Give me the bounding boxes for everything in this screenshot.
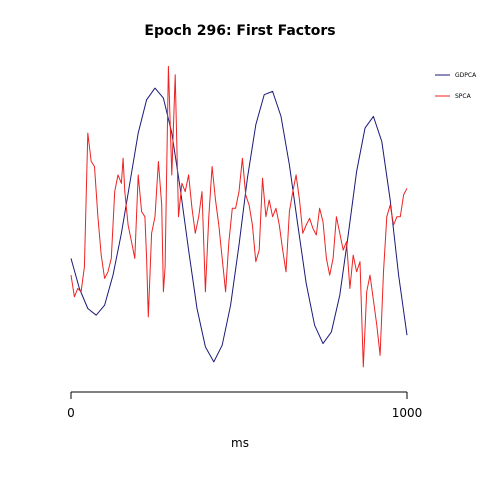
x-tick-label-0: 0 bbox=[67, 406, 75, 420]
legend-label-spca: SPCA bbox=[455, 93, 472, 100]
x-tick-label-1: 1000 bbox=[392, 406, 423, 420]
x-ticks: 0 1000 bbox=[67, 392, 422, 420]
x-axis-label: ms bbox=[231, 436, 249, 450]
legend-label-gdpca: GDPCA bbox=[455, 72, 477, 79]
chart-title: Epoch 296: First Factors bbox=[144, 23, 335, 39]
series-line-spca bbox=[70, 65, 408, 368]
legend: GDPCA SPCA bbox=[435, 72, 477, 100]
series-line-gdpca bbox=[70, 87, 408, 363]
plot-lines bbox=[70, 65, 408, 368]
